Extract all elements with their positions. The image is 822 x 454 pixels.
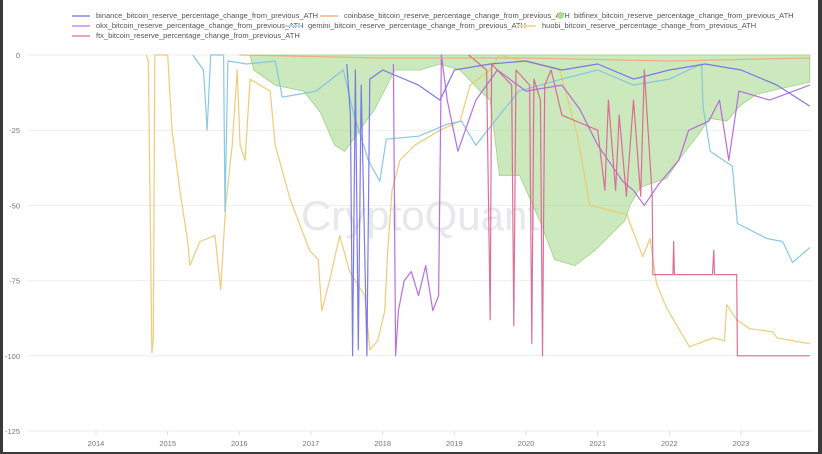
y-tick-label: -50 (9, 201, 20, 210)
legend-swatch (72, 14, 90, 17)
gemini-series-line (192, 54, 811, 264)
y-tick-label: -125 (5, 427, 20, 436)
y-tick-label: -100 (5, 352, 20, 361)
legend-label: binance_bitcoin_reserve_percentage_chang… (96, 11, 319, 20)
legend-swatch (557, 12, 564, 19)
coinbase-series-line (239, 54, 810, 62)
x-tick-label: 2018 (374, 439, 391, 448)
legend-item[interactable]: bitfinex_bitcoin_reserve_percentage_chan… (552, 11, 794, 20)
legend-label: gemini_bitcoin_reserve_percentage_change… (308, 21, 526, 30)
x-tick-label: 2022 (661, 439, 678, 448)
binance-series-line (346, 60, 811, 357)
legend-item[interactable]: huobi_bitcoin_reserve_percentage_change_… (518, 21, 756, 30)
legend-item[interactable]: ftx_bitcoin_reserve_percentage_change_fr… (72, 31, 300, 40)
legend-label: coinbase_bitcoin_reserve_percentage_chan… (344, 11, 570, 20)
y-tick-label: -75 (9, 277, 20, 286)
legend-label: ftx_bitcoin_reserve_percentage_change_fr… (96, 31, 300, 40)
legend-item[interactable]: okx_bitcoin_reserve_percentage_change_fr… (72, 21, 303, 30)
x-tick-label: 2014 (88, 439, 105, 448)
x-tick-label: 2019 (446, 439, 463, 448)
okx-series-line (392, 54, 811, 357)
legend-label: bitfinex_bitcoin_reserve_percentage_chan… (574, 11, 794, 20)
x-tick-label: 2016 (231, 439, 248, 448)
x-tick-label: 2023 (733, 439, 750, 448)
y-tick-label: -25 (9, 126, 20, 135)
legend-swatch (72, 24, 90, 27)
legend-item[interactable]: binance_bitcoin_reserve_percentage_chang… (72, 11, 318, 20)
x-tick-label: 2017 (303, 439, 320, 448)
watermark: CryptoQuant (301, 192, 539, 239)
legend-label: huobi_bitcoin_reserve_percentage_change_… (542, 21, 757, 30)
ftx-series-line (468, 54, 810, 357)
x-tick-label: 2015 (159, 439, 176, 448)
legend-label: okx_bitcoin_reserve_percentage_change_fr… (96, 21, 304, 30)
legend-item[interactable]: coinbase_bitcoin_reserve_percentage_chan… (320, 11, 570, 20)
legend-swatch (284, 24, 302, 27)
x-tick-label: 2021 (589, 439, 606, 448)
y-tick-label: 0 (16, 51, 20, 60)
legend-swatch (518, 24, 536, 27)
legend-swatch (72, 34, 90, 37)
legend-item[interactable]: gemini_bitcoin_reserve_percentage_change… (284, 21, 526, 30)
legend-swatch (320, 14, 338, 17)
x-tick-label: 2020 (518, 439, 535, 448)
